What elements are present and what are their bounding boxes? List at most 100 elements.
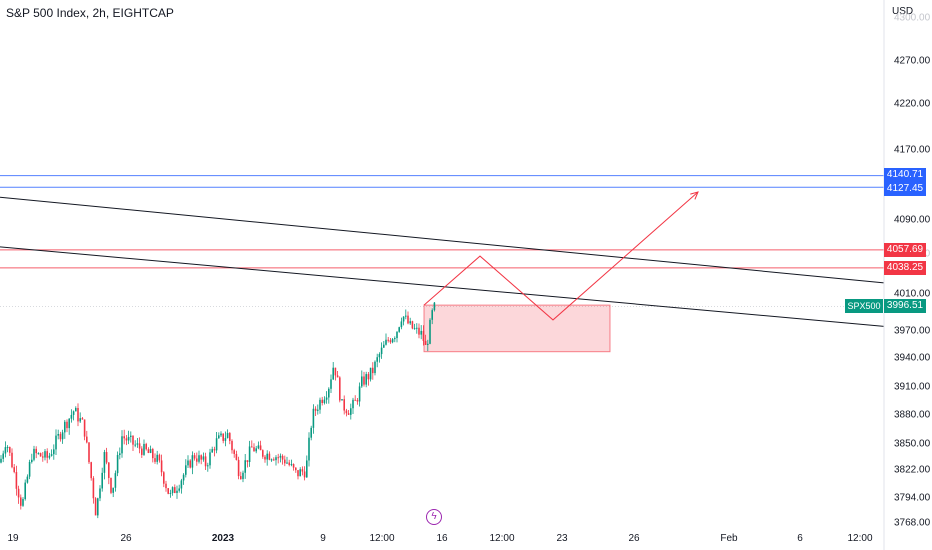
candle-body (286, 462, 288, 464)
candle-body (380, 347, 383, 355)
candle-body (149, 449, 152, 453)
price-tick: 4170.00 (894, 144, 931, 156)
candle-body (317, 409, 319, 411)
candle-body (253, 447, 255, 452)
candle-body (352, 399, 354, 409)
candle-body (198, 455, 200, 462)
candle-body (20, 497, 22, 506)
candle-body (97, 498, 99, 516)
candle-body (99, 488, 101, 499)
currency-label[interactable]: USD (892, 6, 914, 17)
candle-body (136, 443, 139, 445)
candle-body (182, 474, 185, 481)
candle-body (240, 476, 242, 480)
projection-arrowhead (690, 191, 699, 200)
candle-body (347, 413, 350, 415)
candle-body (169, 492, 172, 494)
candle-body (396, 331, 398, 339)
candle-body (385, 339, 387, 345)
candle-body (328, 388, 330, 398)
price-tick: 3970.00 (894, 325, 931, 337)
candle-body (11, 452, 13, 468)
candle-body (251, 446, 253, 448)
price-tick: 3850.00 (894, 438, 931, 450)
candle-body (35, 448, 37, 454)
candle-body (224, 438, 227, 441)
candle-body (204, 456, 207, 467)
candle-body (418, 327, 420, 335)
candle-body (26, 476, 29, 483)
candle-body (416, 327, 418, 329)
candle-body (429, 319, 431, 344)
time-tick: Feb (720, 533, 738, 544)
candle-body (308, 437, 310, 461)
candle-body (301, 469, 304, 472)
candle-body (48, 455, 51, 458)
candle-body (191, 455, 194, 468)
candle-body (13, 467, 15, 473)
lightning-icon[interactable]: ϟ (426, 509, 442, 525)
candle-body (59, 434, 62, 440)
candle-body (237, 459, 240, 477)
candle-body (114, 473, 117, 488)
candle-body (92, 478, 95, 499)
time-tick: 6 (797, 533, 803, 544)
candle-body (88, 442, 90, 463)
candle-body (4, 447, 7, 454)
candle-body (17, 488, 20, 498)
candle-body (72, 411, 75, 415)
candle-body (132, 435, 134, 445)
time-tick: 2023 (211, 533, 235, 544)
candle-body (213, 449, 216, 451)
candle-body (374, 361, 376, 374)
candle-body (94, 498, 97, 516)
candle-body (361, 376, 363, 387)
chart-title: S&P 500 Index, 2h, EIGHTCAP (6, 6, 174, 20)
candle-body (369, 367, 372, 380)
candle-body (77, 408, 79, 422)
trendlines (0, 196, 885, 327)
price-tag-4140: 4140.71 (884, 168, 926, 182)
candle-body (218, 435, 220, 439)
candle-body (363, 376, 365, 385)
candle-body (356, 400, 359, 402)
candlesticks (0, 302, 436, 519)
candle-body (231, 440, 233, 451)
candle-body (103, 452, 106, 473)
candle-body (284, 459, 286, 464)
horizontal-levels (0, 175, 884, 307)
candle-body (171, 487, 174, 493)
candle-body (323, 399, 326, 404)
candle-body (28, 461, 31, 477)
candle-body (424, 340, 427, 345)
candle-body (160, 460, 163, 473)
candle-body (193, 455, 196, 459)
candle-body (22, 499, 24, 506)
candle-body (33, 448, 35, 460)
candle-body (138, 443, 141, 449)
candle-body (68, 418, 70, 429)
price-tick: 4220.00 (894, 98, 931, 110)
candle-body (295, 467, 297, 471)
price-tag-4057: 4057.69 (884, 243, 926, 257)
candle-body (257, 445, 260, 449)
candle-body (242, 472, 244, 480)
price-tick: 3880.00 (894, 409, 931, 421)
candle-body (402, 316, 405, 322)
trendline-2 (0, 246, 885, 327)
candle-body (105, 452, 108, 463)
candle-body (176, 490, 178, 493)
candle-body (189, 460, 191, 468)
candle-body (143, 443, 145, 455)
price-tag-4127: 4127.45 (884, 182, 926, 196)
candle-body (121, 436, 123, 454)
price-tick: 3940.00 (894, 352, 931, 364)
candle-body (79, 418, 81, 422)
trendline-1 (0, 196, 885, 284)
candle-body (277, 457, 279, 459)
candle-body (37, 453, 40, 455)
candle-body (336, 375, 339, 378)
candle-body (200, 455, 202, 460)
candle-body (279, 455, 282, 458)
